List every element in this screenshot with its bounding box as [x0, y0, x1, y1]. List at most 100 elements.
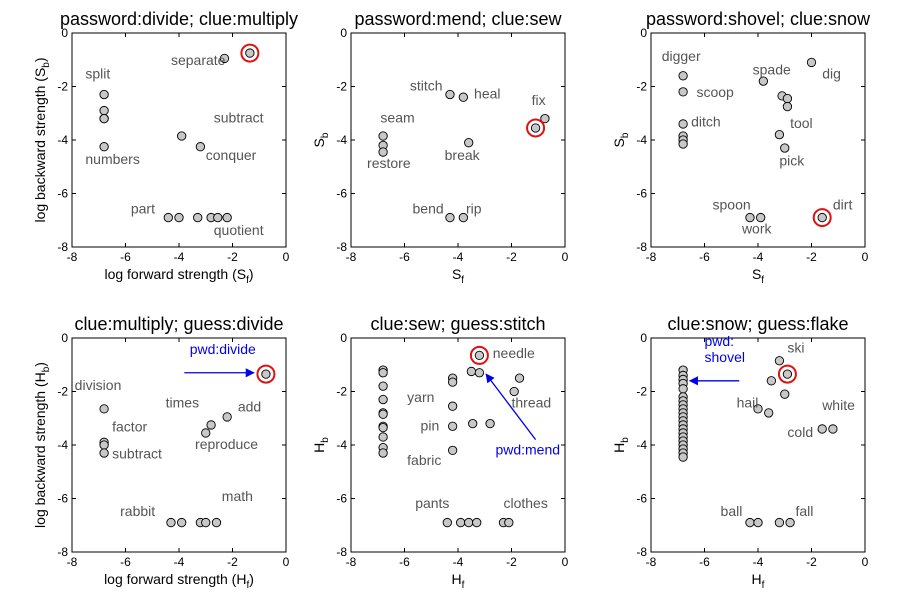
word-label: tool	[790, 115, 813, 131]
y-tick-label: 0	[640, 26, 647, 40]
annotation-arrow	[485, 373, 537, 441]
y-tick-label: 0	[340, 26, 347, 40]
y-tick-label: -6	[336, 492, 347, 506]
data-point	[213, 212, 223, 223]
data-point	[177, 131, 187, 141]
x-axis-label: Sf	[452, 266, 464, 286]
y-axis-label: log backward strength (Hb)	[32, 362, 52, 528]
highlight-point	[474, 350, 485, 361]
x-tick-label: -4	[174, 250, 185, 264]
data-point	[99, 440, 109, 450]
y-axis-label-sub: b	[620, 132, 631, 138]
data-point	[447, 421, 458, 431]
highlight-point	[245, 48, 255, 58]
password-annotation: pwd: shovel	[705, 333, 745, 365]
x-tick-label: 0	[862, 250, 869, 264]
word-label: pin	[421, 417, 440, 433]
y-tick-label: 0	[61, 26, 68, 40]
highlight-point	[261, 369, 271, 379]
highlight-point	[817, 212, 827, 223]
y-tick-label: -4	[336, 133, 347, 147]
y-tick-label: -6	[636, 187, 647, 201]
data-point	[222, 212, 232, 223]
y-tick-label: -4	[57, 438, 68, 452]
word-label: work	[741, 221, 773, 237]
word-label: yarn	[407, 389, 434, 405]
password-annotation-line: shovel	[705, 349, 745, 365]
data-point	[206, 420, 216, 430]
y-axis-label-text: H	[311, 443, 327, 453]
chart-panel-3: password:shovel; clue:snow -8 -6 -4 -2 0 -8 -6 -…	[611, 9, 871, 286]
data-point	[504, 517, 514, 528]
data-point	[378, 368, 388, 378]
word-label: ski	[787, 340, 804, 356]
word-label: fabric	[407, 452, 441, 468]
x-tick-label: -2	[806, 250, 817, 264]
word-label: spoon	[713, 197, 751, 213]
y-axis-label-sub: b	[41, 62, 52, 68]
x-axis-label-suffix: )	[249, 266, 254, 282]
word-label: break	[445, 147, 481, 163]
x-tick-label: -8	[646, 555, 657, 569]
highlight-point	[530, 123, 541, 133]
data-point	[378, 448, 388, 458]
x-tick-label: -2	[506, 555, 517, 569]
data-point	[378, 422, 388, 433]
y-tick-label: -6	[336, 187, 347, 201]
data-point	[447, 377, 458, 387]
x-tick-label: -6	[399, 250, 410, 264]
data-point	[211, 517, 222, 528]
x-tick-label: -6	[699, 555, 710, 569]
x-tick-label: -6	[399, 555, 410, 569]
y-tick-label: -4	[336, 438, 347, 452]
word-label: reproduce	[195, 436, 258, 452]
chart-panel-1: password:divide; clue:multiply -8 -6 -4 -2 0 -…	[32, 9, 298, 286]
data-point	[774, 356, 785, 366]
word-label: digger	[662, 48, 701, 64]
data-point	[193, 212, 203, 223]
data-point	[456, 517, 466, 528]
x-tick-label: -6	[699, 250, 710, 264]
data-point	[780, 389, 790, 399]
data-point	[447, 401, 458, 411]
y-tick-label: -6	[636, 492, 647, 506]
password-annotation-line: pwd:divide	[190, 341, 256, 357]
chart-title: password:shovel; clue:snow	[646, 9, 871, 29]
highlight-ring	[526, 118, 546, 138]
data-point	[445, 89, 455, 100]
x-tick-label: -2	[806, 555, 817, 569]
y-tick-label: -8	[636, 240, 647, 254]
y-tick-label: -8	[57, 545, 68, 559]
word-label: split	[85, 65, 110, 81]
y-axis-label-suffix: )	[32, 362, 48, 367]
x-axis-label: Hf	[752, 571, 765, 591]
word-label: add	[238, 399, 261, 415]
y-axis-label: Sb	[611, 132, 631, 147]
data-point	[99, 105, 109, 116]
y-axis-label-sub: b	[620, 437, 631, 443]
y-axis-label: Sb	[311, 132, 331, 147]
y-tick-label: -8	[336, 545, 347, 559]
x-tick-label: 0	[283, 555, 290, 569]
x-tick-label: -6	[120, 250, 131, 264]
data-point	[678, 71, 688, 81]
data-point	[774, 517, 785, 528]
word-label: dirt	[833, 197, 853, 213]
word-label: factor	[112, 419, 147, 435]
word-label: quotient	[214, 222, 264, 238]
data-point	[780, 143, 790, 153]
y-tick-label: -6	[57, 187, 68, 201]
x-axis-label-sub: f	[461, 275, 464, 286]
y-tick-label: 0	[340, 331, 347, 345]
data-point	[774, 129, 785, 140]
x-axis-label-text: S	[452, 266, 461, 282]
x-tick-label: -2	[506, 250, 517, 264]
y-axis-label-text: S	[611, 138, 627, 147]
word-label: heal	[474, 86, 500, 102]
word-label: restore	[367, 155, 411, 171]
data-point	[472, 517, 482, 528]
y-tick-label: -8	[636, 545, 647, 559]
data-point	[766, 376, 777, 386]
data-point	[458, 212, 468, 223]
word-label: ditch	[691, 114, 721, 130]
